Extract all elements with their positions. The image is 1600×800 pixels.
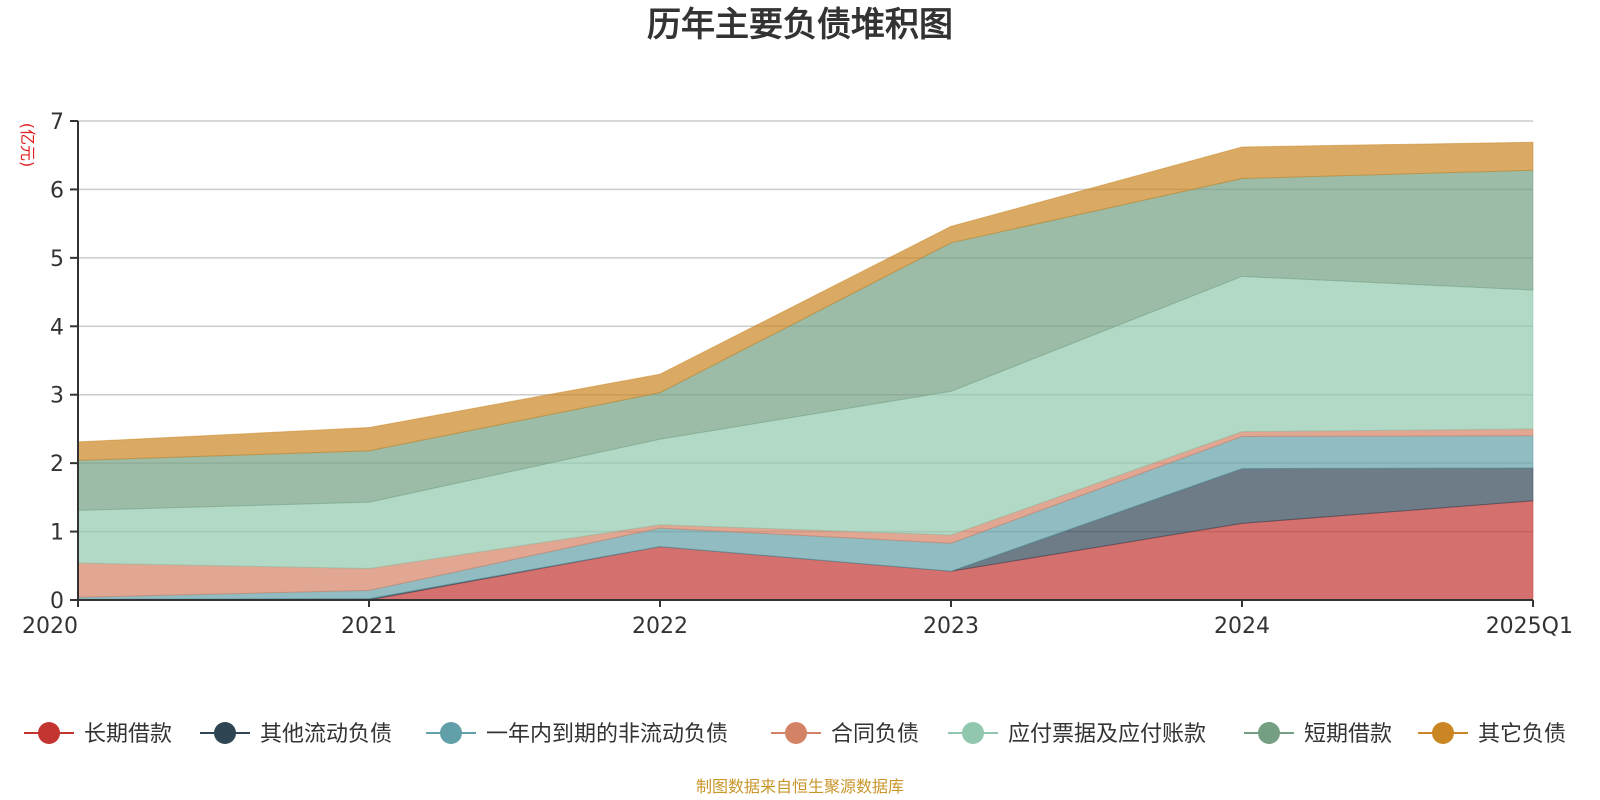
y-tick-label: 6 — [50, 178, 64, 203]
legend-item-5[interactable]: 短期借款 — [1244, 722, 1392, 747]
legend-label: 合同负债 — [831, 722, 919, 747]
y-tick-label: 0 — [50, 589, 64, 614]
axes — [70, 120, 1534, 607]
y-tick-label: 7 — [50, 110, 64, 135]
x-tick-label: 2020 — [22, 614, 78, 639]
legend-marker — [1432, 722, 1454, 744]
legend: 长期借款 其他流动负债 一年内到期的非流动负债 合同负债 应付票据及应付账款 短期借款 其它… — [24, 722, 1566, 747]
chart-title: 历年主要负债堆积图 — [647, 5, 953, 45]
x-tick-label: 2021 — [341, 614, 397, 639]
x-tick-label: 2024 — [1214, 614, 1270, 639]
legend-item-4[interactable]: 应付票据及应付账款 — [948, 722, 1206, 747]
legend-marker — [214, 722, 236, 744]
y-tick-labels: 0 1 2 3 4 5 6 7 — [50, 110, 64, 614]
legend-marker — [1258, 722, 1280, 744]
legend-item-6[interactable]: 其它负债 — [1418, 722, 1566, 747]
legend-label: 一年内到期的非流动负债 — [486, 722, 728, 747]
area-series-group — [77, 141, 1534, 601]
area-series-6[interactable] — [77, 141, 1534, 461]
y-tick-label: 3 — [50, 384, 64, 409]
legend-item-3[interactable]: 合同负债 — [771, 722, 919, 747]
legend-label: 其他流动负债 — [260, 722, 392, 747]
legend-item-2[interactable]: 一年内到期的非流动负债 — [426, 722, 728, 747]
legend-label: 其它负债 — [1478, 722, 1566, 747]
legend-item-1[interactable]: 其他流动负债 — [200, 722, 392, 747]
legend-label: 短期借款 — [1304, 722, 1392, 747]
x-tick-label: 2025Q1 — [1486, 614, 1573, 639]
data-source-note: 制图数据来自恒生聚源数据库 — [696, 777, 904, 796]
y-tick-label: 5 — [50, 247, 64, 272]
y-tick-label: 2 — [50, 452, 64, 477]
legend-item-0[interactable]: 长期借款 — [24, 722, 172, 747]
legend-marker — [440, 722, 462, 744]
x-tick-label: 2023 — [923, 614, 979, 639]
legend-marker — [38, 722, 60, 744]
y-axis-unit-label: (亿元) — [18, 123, 37, 168]
y-tick-label: 1 — [50, 521, 64, 546]
x-tick-labels: 2020 2021 2022 2023 2024 2025Q1 — [22, 614, 1573, 639]
x-tick-label: 2022 — [632, 614, 688, 639]
legend-marker — [785, 722, 807, 744]
legend-label: 应付票据及应付账款 — [1008, 722, 1206, 747]
legend-marker — [962, 722, 984, 744]
legend-label: 长期借款 — [84, 722, 172, 747]
y-tick-label: 4 — [50, 315, 64, 340]
